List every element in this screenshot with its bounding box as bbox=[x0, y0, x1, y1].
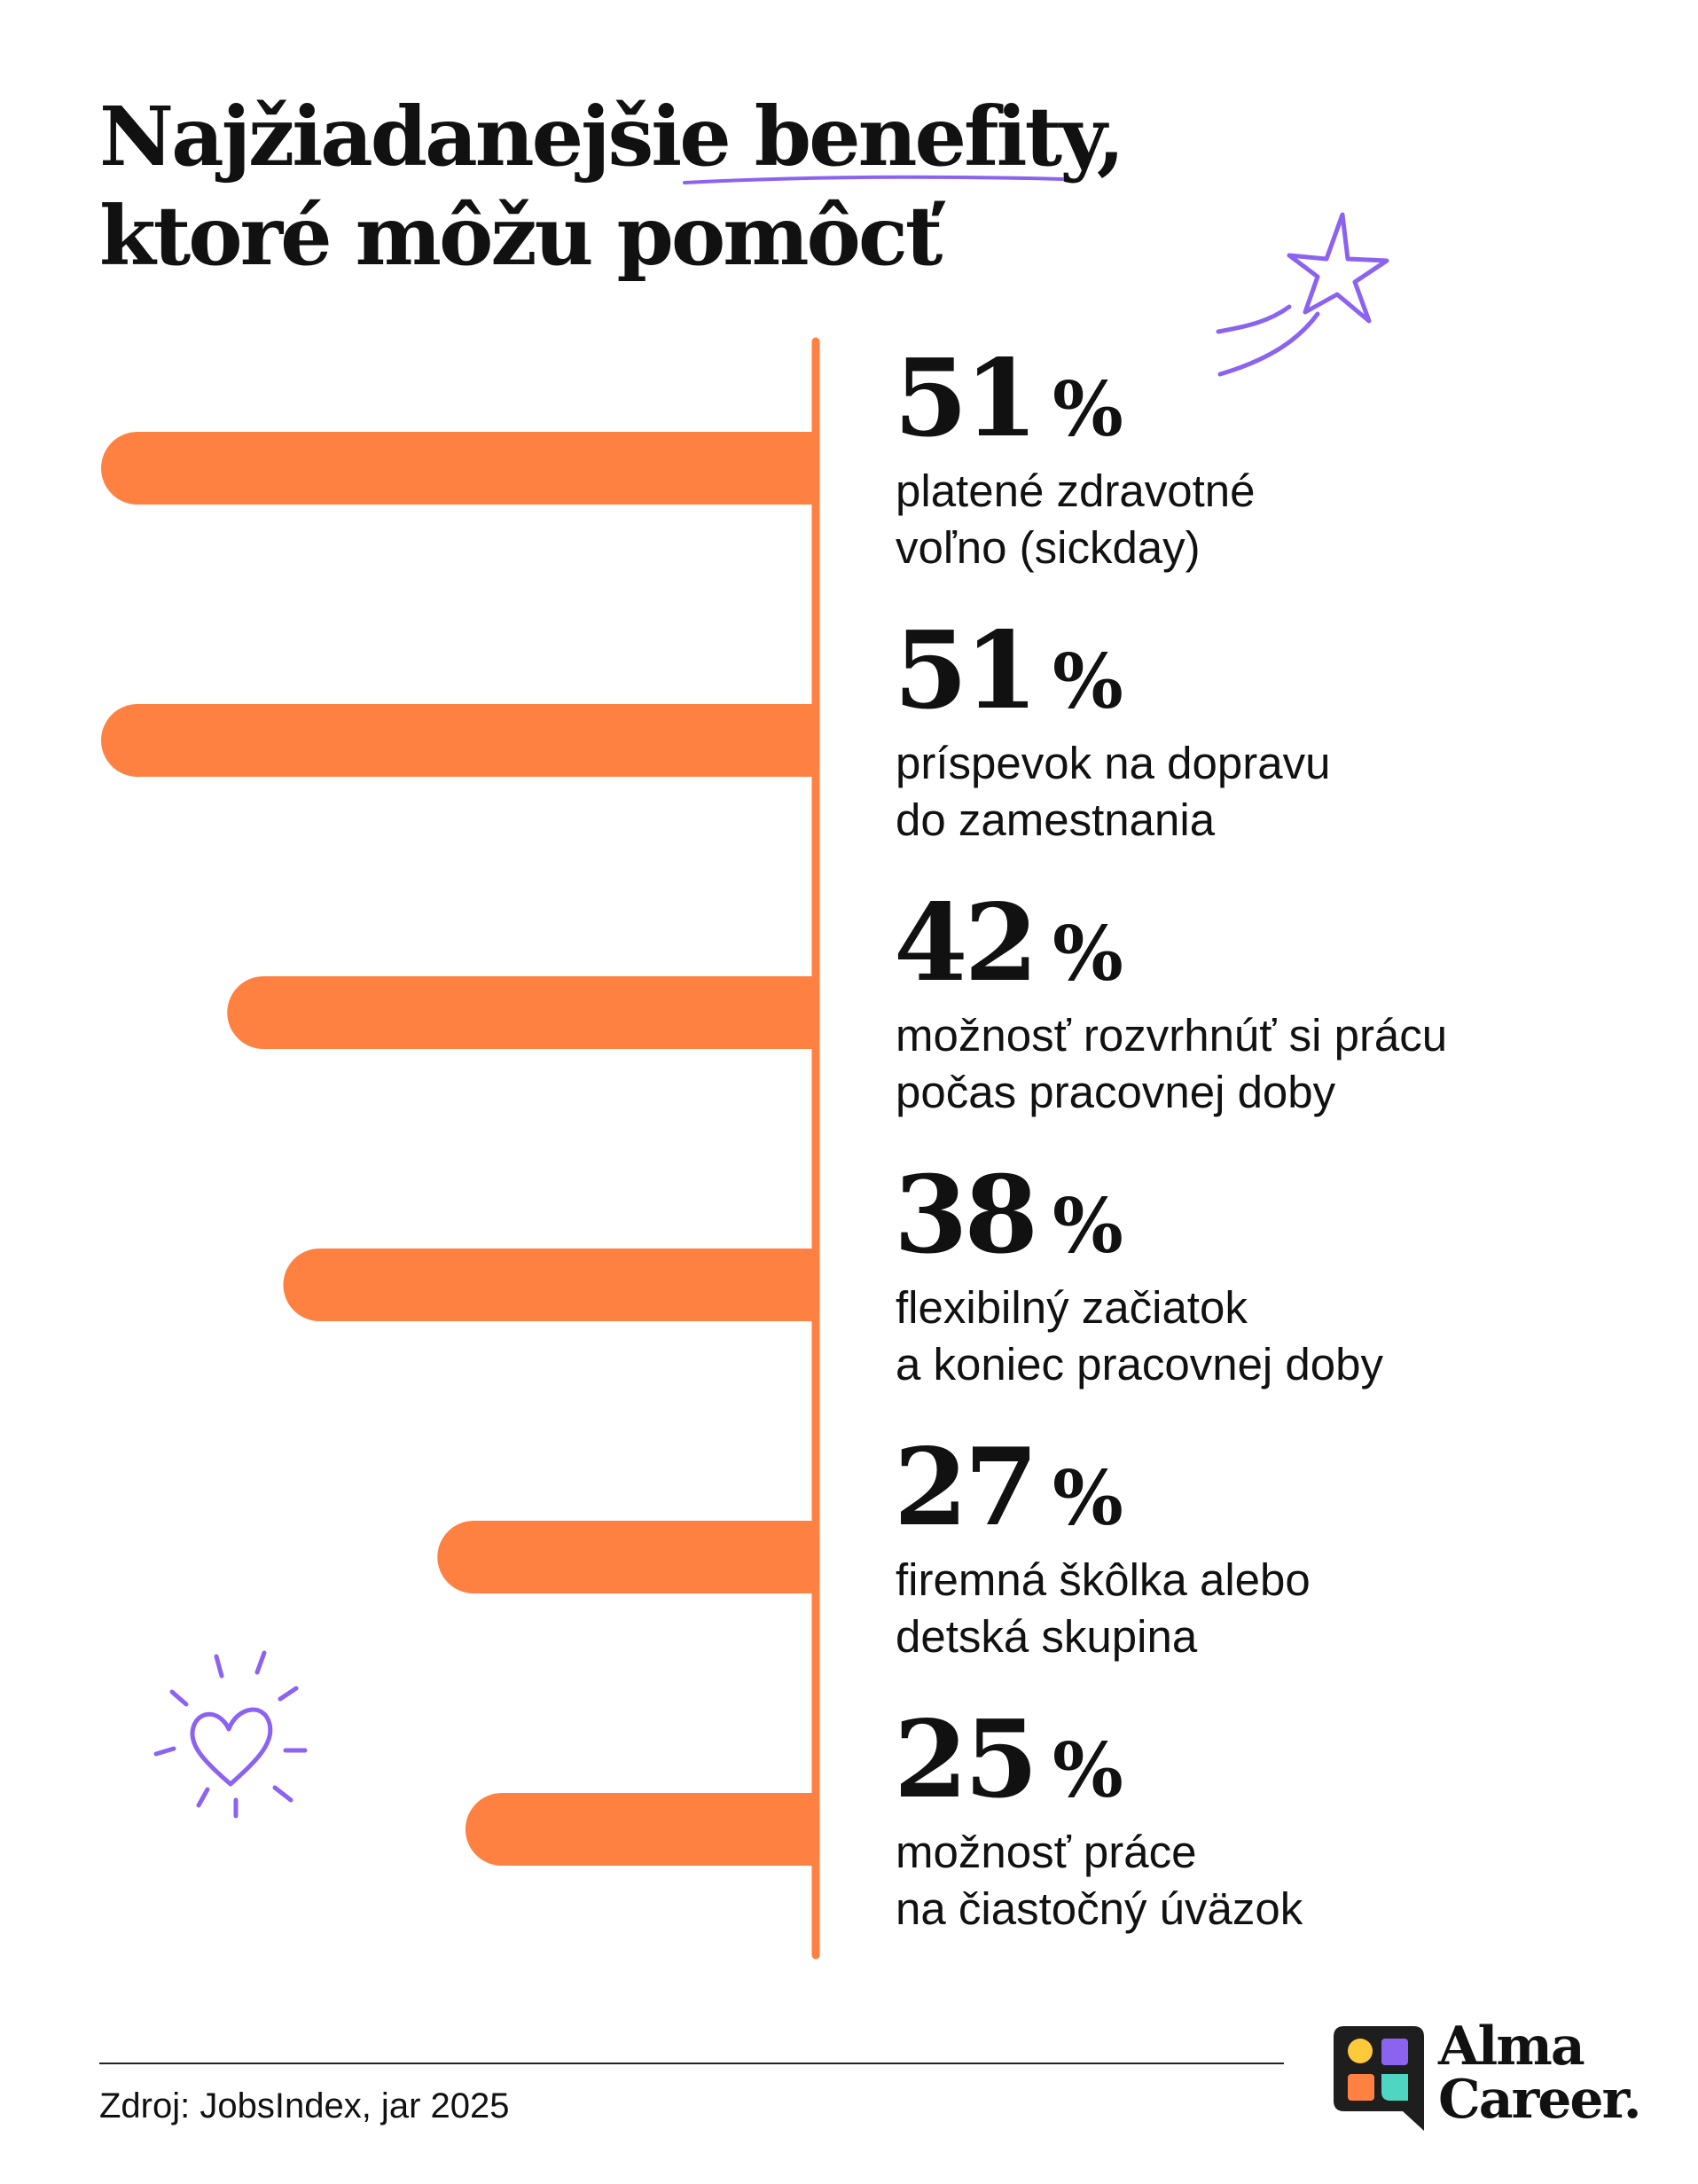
title-prefix: Najžiadanejšie bbox=[99, 89, 755, 184]
bar-3 bbox=[227, 976, 816, 1049]
category-label-6: možnosť práce na čiastočný úväzok bbox=[896, 1827, 1303, 1934]
category-label-1: platené zdravotné voľno (sickday) bbox=[896, 466, 1256, 573]
data-label-unit: % bbox=[1052, 910, 1123, 998]
data-label-3: 42% bbox=[894, 890, 1123, 1007]
category-label-4: flexibilný začiatok a koniec pracovnej d… bbox=[896, 1282, 1384, 1389]
brand-line-2: Career. bbox=[1438, 2069, 1642, 2131]
data-label-unit: % bbox=[1052, 1454, 1123, 1542]
data-label-value: 42 bbox=[894, 881, 1038, 1006]
bar-1 bbox=[101, 432, 816, 505]
category-label-2: príspevok na dopravu do zamestnania bbox=[896, 738, 1331, 845]
bar-2 bbox=[101, 704, 816, 777]
data-label-6: 25% bbox=[894, 1707, 1123, 1824]
data-label-value: 51 bbox=[894, 336, 1038, 461]
underline-stroke bbox=[683, 175, 1064, 184]
data-label-2: 51% bbox=[894, 618, 1123, 735]
brand-line-1: Alma bbox=[1438, 2016, 1585, 2078]
category-label-3: možnosť rozvrhnúť si prácu počas pracovn… bbox=[896, 1010, 1448, 1117]
category-label-5: firemná škôlka alebo detská skupina bbox=[896, 1554, 1311, 1662]
bar-4 bbox=[283, 1249, 817, 1321]
bar-6 bbox=[465, 1793, 816, 1866]
bar-5 bbox=[437, 1521, 816, 1593]
heart-icon bbox=[153, 1650, 308, 1819]
data-label-unit: % bbox=[1052, 365, 1123, 453]
data-label-value: 25 bbox=[894, 1697, 1038, 1822]
data-label-1: 51% bbox=[894, 346, 1123, 463]
data-label-unit: % bbox=[1052, 1182, 1123, 1270]
title-highlight: benefity, bbox=[754, 89, 1125, 184]
data-label-value: 51 bbox=[894, 608, 1038, 733]
data-label-4: 38% bbox=[894, 1162, 1123, 1280]
page-title: Najžiadanejšie benefity, ktoré môžu pomô… bbox=[99, 87, 1252, 286]
title-line-2: ktoré môžu pomôcť bbox=[99, 188, 943, 284]
brand-wordmark: Alma Career. bbox=[1438, 2016, 1642, 2131]
data-label-unit: % bbox=[1052, 638, 1123, 725]
data-label-value: 38 bbox=[894, 1153, 1038, 1278]
source-note: Zdroj: JobsIndex, jar 2025 bbox=[99, 2086, 510, 2125]
alma-career-logo-icon bbox=[1334, 2026, 1424, 2131]
data-label-unit: % bbox=[1052, 1726, 1123, 1814]
data-label-5: 27% bbox=[894, 1435, 1123, 1552]
data-label-value: 27 bbox=[894, 1425, 1038, 1550]
footer-divider bbox=[99, 2063, 1284, 2064]
star-icon bbox=[1216, 212, 1389, 377]
title-line-1: Najžiadanejšie benefity, bbox=[99, 87, 1252, 186]
